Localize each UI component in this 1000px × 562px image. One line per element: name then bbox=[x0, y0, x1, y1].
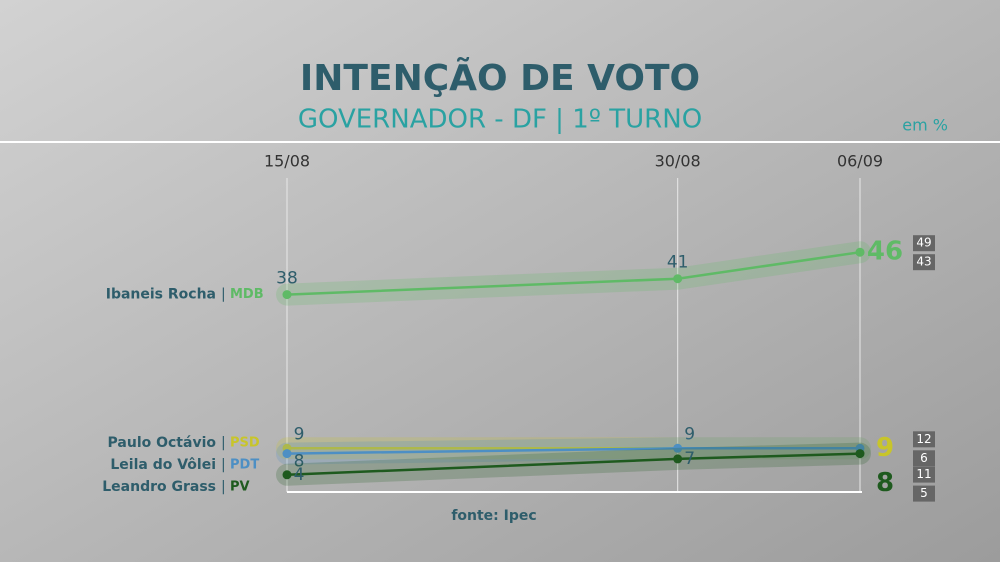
party: PSD bbox=[230, 436, 260, 451]
x-tick-label: 06/09 bbox=[837, 152, 883, 171]
range-box bbox=[913, 254, 935, 271]
point bbox=[673, 454, 683, 464]
x-tick-label: 15/08 bbox=[264, 152, 310, 171]
range-label: 12 bbox=[916, 432, 931, 446]
point bbox=[673, 274, 683, 284]
value-label: 4 bbox=[294, 465, 305, 485]
value-label: 38 bbox=[276, 269, 298, 289]
value-label: 41 bbox=[667, 253, 689, 273]
end-label: 8 bbox=[876, 468, 894, 498]
separator: | bbox=[221, 457, 226, 473]
separator: | bbox=[221, 479, 226, 495]
range-box bbox=[913, 431, 935, 448]
series-name: Paulo Octávio bbox=[108, 435, 217, 451]
point bbox=[282, 449, 292, 459]
party: PV bbox=[230, 480, 250, 495]
point bbox=[282, 290, 292, 300]
end-label: 46 bbox=[867, 237, 903, 267]
separator: | bbox=[221, 435, 226, 451]
value-label: 9 bbox=[294, 424, 305, 444]
range-label: 6 bbox=[920, 451, 928, 465]
point bbox=[282, 470, 292, 480]
value-label: 8 bbox=[294, 452, 305, 472]
range-box bbox=[913, 450, 935, 467]
party: PDT bbox=[230, 458, 259, 473]
range-label: 49 bbox=[916, 236, 931, 250]
series-name: Leandro Grass bbox=[102, 479, 216, 495]
series-name: Ibaneis Rocha bbox=[106, 287, 216, 303]
source: fonte: Ipec bbox=[451, 508, 536, 524]
separator: | bbox=[221, 287, 226, 303]
series-name: Leila do Vôlei bbox=[110, 457, 216, 473]
range-box bbox=[913, 466, 935, 483]
point bbox=[673, 443, 683, 453]
range-label: 5 bbox=[920, 486, 928, 500]
title: INTENÇÃO DE VOTO bbox=[300, 57, 700, 99]
end-label: 9 bbox=[876, 433, 894, 463]
unit-note: em % bbox=[902, 116, 948, 135]
party: MDB bbox=[230, 287, 264, 302]
range-label: 11 bbox=[916, 467, 931, 481]
range-box bbox=[913, 485, 935, 502]
point bbox=[855, 247, 865, 257]
subtitle: GOVERNADOR - DF | 1º TURNO bbox=[298, 105, 702, 135]
x-tick-label: 30/08 bbox=[655, 152, 701, 171]
range-label: 43 bbox=[916, 255, 931, 269]
value-label: 9 bbox=[684, 424, 695, 444]
point bbox=[855, 449, 865, 459]
range-box bbox=[913, 235, 935, 252]
value-label: 7 bbox=[684, 449, 695, 469]
